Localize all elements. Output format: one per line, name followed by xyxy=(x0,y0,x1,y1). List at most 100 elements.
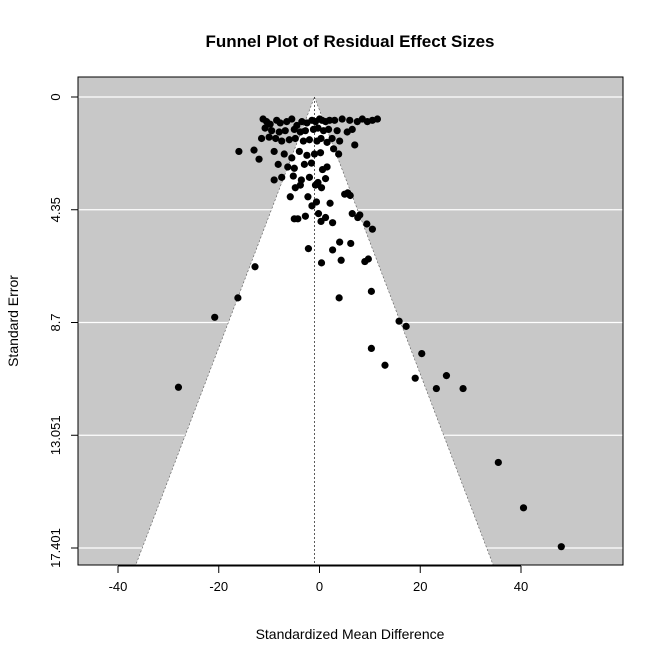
data-point-124 xyxy=(459,384,467,393)
data-point-18 xyxy=(346,116,354,124)
data-point-38 xyxy=(257,134,266,143)
data-point-79 xyxy=(296,181,304,189)
data-point-56 xyxy=(280,150,288,158)
data-point-103 xyxy=(347,239,355,248)
data-point-15 xyxy=(325,116,334,124)
y-tick-label-4: 17.401 xyxy=(48,528,63,568)
data-point-51 xyxy=(351,141,359,149)
data-point-64 xyxy=(274,160,282,168)
data-point-127 xyxy=(557,543,565,551)
data-point-47 xyxy=(317,134,325,143)
data-point-89 xyxy=(326,199,334,207)
data-point-52 xyxy=(235,147,243,156)
data-point-43 xyxy=(291,134,299,143)
data-point-45 xyxy=(305,136,314,144)
data-point-118 xyxy=(418,349,426,358)
data-point-61 xyxy=(316,149,325,157)
data-point-117 xyxy=(367,344,375,353)
data-point-65 xyxy=(284,163,292,171)
data-point-125 xyxy=(494,458,502,467)
data-point-112 xyxy=(335,294,343,302)
data-point-122 xyxy=(174,383,183,391)
data-point-81 xyxy=(317,184,326,192)
x-tick-label-0: -40 xyxy=(109,579,128,594)
data-point-97 xyxy=(348,210,356,218)
chart-title: Funnel Plot of Residual Effect Sizes xyxy=(205,32,494,51)
data-point-66 xyxy=(290,164,298,172)
y-tick-label-1: 4.35 xyxy=(48,197,63,222)
data-point-72 xyxy=(289,172,297,180)
data-point-25 xyxy=(268,127,276,135)
data-point-17 xyxy=(338,115,346,123)
data-point-62 xyxy=(330,145,338,153)
data-point-96 xyxy=(328,219,337,227)
data-point-67 xyxy=(300,160,308,168)
data-point-120 xyxy=(442,372,451,380)
data-point-49 xyxy=(328,134,336,143)
data-point-101 xyxy=(368,225,376,233)
data-point-110 xyxy=(251,263,259,271)
data-point-85 xyxy=(286,193,294,201)
data-point-126 xyxy=(519,504,528,512)
data-point-74 xyxy=(305,173,314,181)
data-point-115 xyxy=(395,317,403,325)
data-point-60 xyxy=(310,150,319,158)
data-point-119 xyxy=(381,361,389,369)
data-point-6 xyxy=(288,115,296,123)
data-point-102 xyxy=(336,238,344,246)
data-point-59 xyxy=(303,151,311,159)
data-point-54 xyxy=(255,155,263,163)
data-point-88 xyxy=(308,202,316,210)
data-point-121 xyxy=(411,374,419,382)
data-point-32 xyxy=(314,124,322,132)
data-point-24 xyxy=(261,124,269,132)
data-point-104 xyxy=(304,245,313,253)
y-tick-label-0: 0 xyxy=(48,93,63,100)
data-point-111 xyxy=(234,294,242,302)
data-point-106 xyxy=(337,256,345,264)
x-tick-label-1: -20 xyxy=(209,579,228,594)
data-point-40 xyxy=(272,134,280,143)
data-point-94 xyxy=(301,212,309,220)
data-point-95 xyxy=(321,213,330,222)
x-tick-label-2: 0 xyxy=(316,579,323,594)
data-point-48 xyxy=(323,138,331,146)
data-point-57 xyxy=(288,154,296,162)
x-tick-label-3: 20 xyxy=(413,579,427,594)
x-axis-label: Standardized Mean Difference xyxy=(256,626,445,642)
data-point-63 xyxy=(335,150,343,158)
data-point-100 xyxy=(363,220,371,228)
data-point-107 xyxy=(317,259,326,267)
data-point-77 xyxy=(270,176,278,184)
data-points xyxy=(174,115,565,551)
data-point-86 xyxy=(304,193,312,201)
data-point-26 xyxy=(275,128,283,136)
data-point-76 xyxy=(321,175,330,183)
data-point-39 xyxy=(265,133,273,141)
data-point-90 xyxy=(314,210,323,218)
data-point-34 xyxy=(324,125,333,133)
data-point-16 xyxy=(331,116,339,124)
data-point-53 xyxy=(250,146,258,154)
data-point-116 xyxy=(402,322,410,330)
data-point-41 xyxy=(278,137,286,145)
y-axis-label: Standard Error xyxy=(5,275,21,367)
data-point-71 xyxy=(278,173,286,181)
y-axis: 0 4.35 8.7 13.051 17.401 xyxy=(48,93,79,568)
y-tick-label-2: 8.7 xyxy=(48,313,63,331)
data-point-84 xyxy=(346,191,354,200)
data-point-30 xyxy=(301,127,309,135)
x-axis: -40 -20 0 20 40 xyxy=(109,565,528,594)
data-point-99 xyxy=(356,211,364,219)
data-point-109 xyxy=(364,255,372,263)
data-point-113 xyxy=(367,287,375,295)
data-point-70 xyxy=(323,163,331,171)
data-point-4 xyxy=(276,119,284,127)
data-point-123 xyxy=(432,384,440,393)
data-point-105 xyxy=(328,246,337,254)
y-tick-label-3: 13.051 xyxy=(48,415,63,455)
data-point-68 xyxy=(307,159,316,167)
data-point-2 xyxy=(266,120,274,128)
data-point-80 xyxy=(311,181,320,189)
